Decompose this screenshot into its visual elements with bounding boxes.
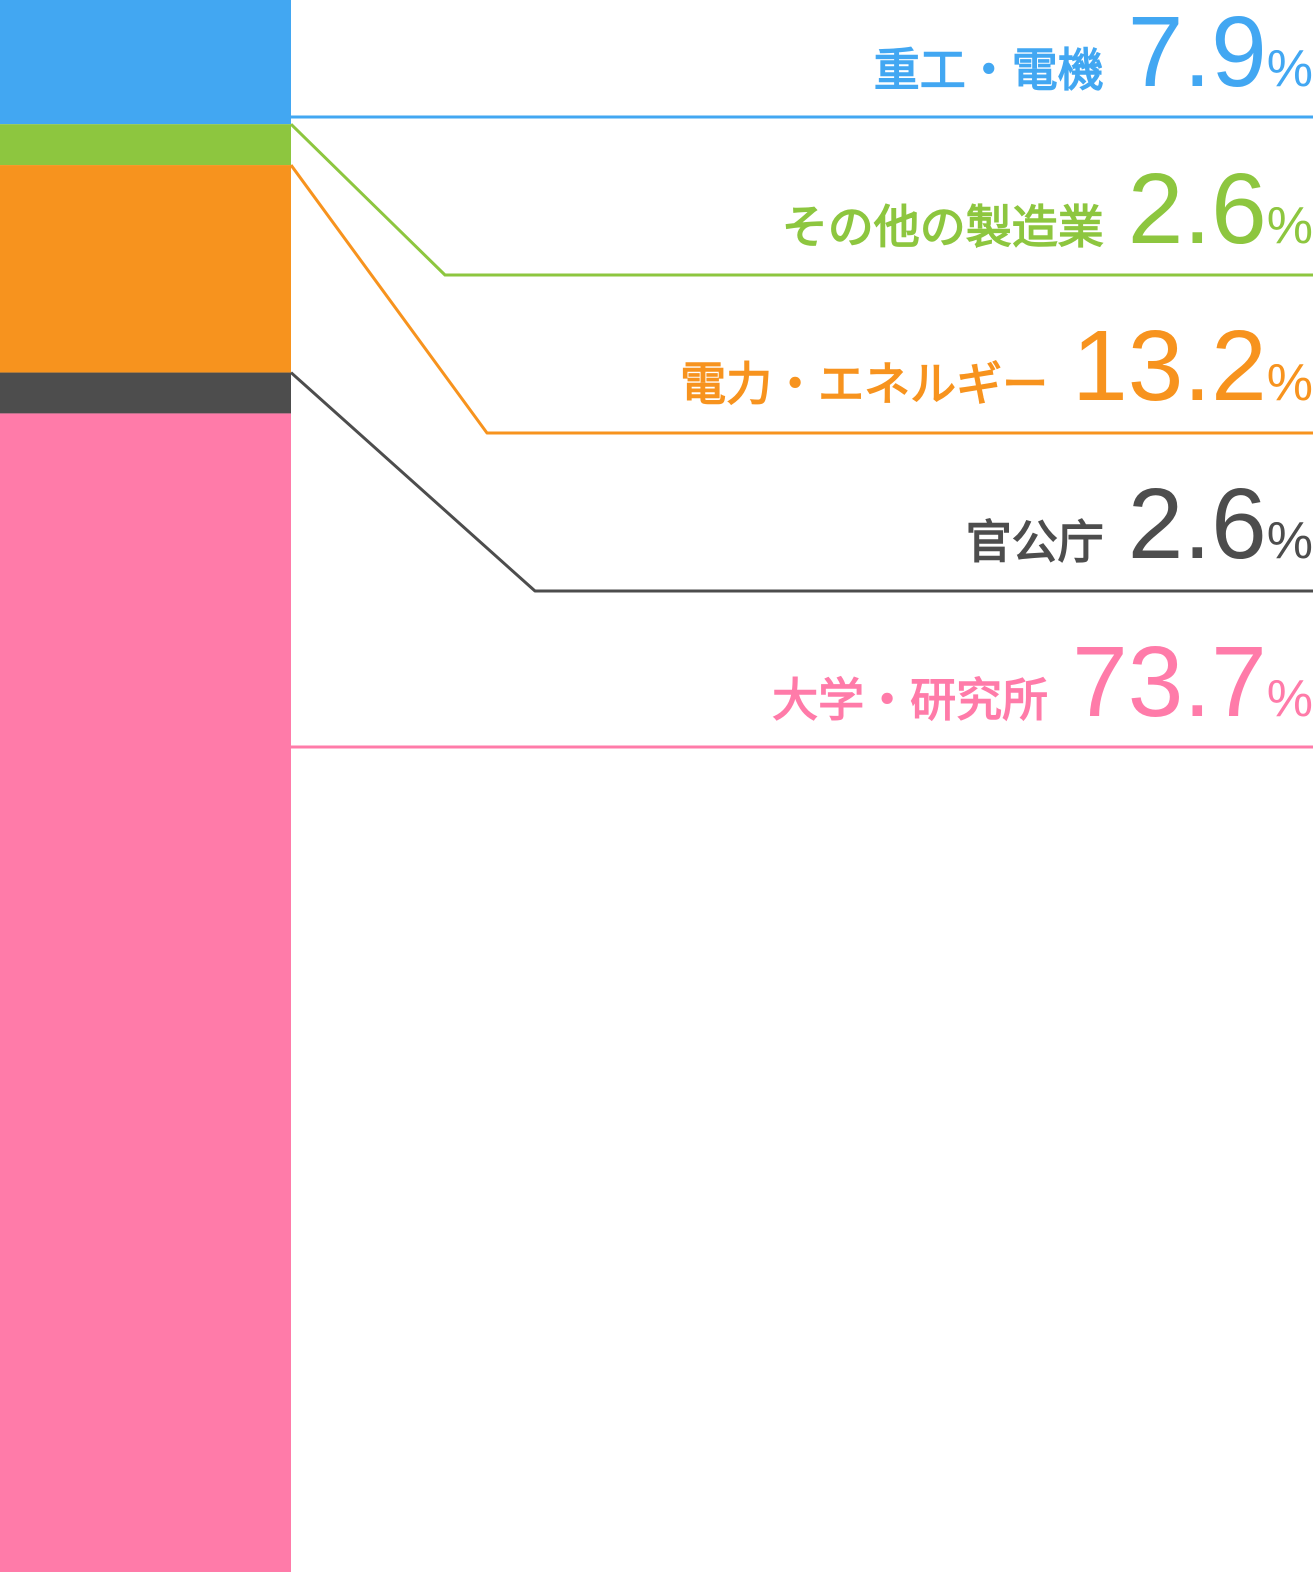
category-name-segment-3: 電力・エネルギー <box>680 357 1048 411</box>
category-name-segment-4: 官公庁 <box>966 515 1104 569</box>
value-label-segment-2: 2.6 <box>1128 153 1267 265</box>
leader-line-segment-4 <box>289 371 1313 593</box>
label-segment-1: 重工・電機 7.9% <box>874 0 1313 108</box>
stacked-bar <box>0 0 291 1572</box>
bar-segment-2 <box>0 124 291 166</box>
value-label-segment-3: 13.2 <box>1072 310 1267 422</box>
value-label-segment-1: 7.9 <box>1128 0 1267 108</box>
label-segment-3: 電力・エネルギー 13.2% <box>680 310 1313 422</box>
leader-line-segment-2 <box>289 123 1313 277</box>
category-name-segment-2: その他の製造業 <box>782 200 1104 254</box>
bar-segment-1 <box>0 0 291 125</box>
bar-segment-3 <box>0 165 291 373</box>
category-name-segment-1: 重工・電機 <box>874 43 1104 97</box>
percent-sign-segment-5: % <box>1267 670 1313 728</box>
leader-lines <box>289 115 1313 749</box>
percent-sign-segment-1: % <box>1267 40 1313 98</box>
value-label-segment-5: 73.7 <box>1072 626 1267 738</box>
label-segment-4: 官公庁 2.6% <box>966 468 1313 580</box>
label-segment-5: 大学・研究所 73.7% <box>772 626 1313 738</box>
bar-segment-5 <box>0 413 291 1572</box>
category-name-segment-5: 大学・研究所 <box>772 673 1048 727</box>
percent-sign-segment-4: % <box>1267 512 1313 570</box>
percent-sign-segment-3: % <box>1267 354 1313 412</box>
percent-sign-segment-2: % <box>1267 197 1313 255</box>
category-labels: 重工・電機 7.9% その他の製造業 2.6% 電力・エネルギー 13.2% 官公庁 2.6%… <box>680 0 1313 738</box>
bar-segment-4 <box>0 372 291 414</box>
label-segment-2: その他の製造業 2.6% <box>782 153 1313 265</box>
value-label-segment-4: 2.6 <box>1128 468 1267 580</box>
leader-line-segment-3 <box>289 164 1313 435</box>
